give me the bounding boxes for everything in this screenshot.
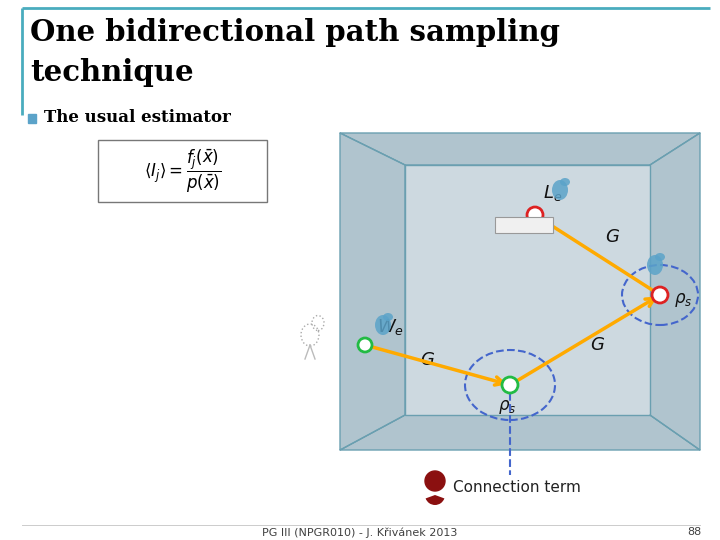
Text: One bidirectional path sampling: One bidirectional path sampling xyxy=(30,18,560,47)
Polygon shape xyxy=(405,165,650,415)
Ellipse shape xyxy=(560,178,570,186)
Ellipse shape xyxy=(375,315,391,335)
Circle shape xyxy=(358,338,372,352)
Polygon shape xyxy=(340,133,700,165)
Text: The usual estimator: The usual estimator xyxy=(44,110,231,126)
Circle shape xyxy=(527,207,543,223)
Text: $\langle I_j \rangle = \dfrac{f_j(\bar{x})}{p(\bar{x})}$: $\langle I_j \rangle = \dfrac{f_j(\bar{x… xyxy=(144,147,222,194)
Text: 88: 88 xyxy=(688,527,702,537)
Circle shape xyxy=(652,287,668,303)
Text: Connection term: Connection term xyxy=(453,480,581,495)
Text: $\rho_s$: $\rho_s$ xyxy=(674,291,693,309)
Ellipse shape xyxy=(655,253,665,261)
Ellipse shape xyxy=(383,313,393,321)
Circle shape xyxy=(502,377,518,393)
Text: $G$: $G$ xyxy=(590,336,605,354)
Text: $L_e$: $L_e$ xyxy=(543,183,562,203)
Ellipse shape xyxy=(647,255,663,275)
Wedge shape xyxy=(426,495,444,505)
Text: $W_e$: $W_e$ xyxy=(377,317,404,337)
FancyBboxPatch shape xyxy=(98,140,267,202)
Text: $G$: $G$ xyxy=(420,351,435,369)
Circle shape xyxy=(425,471,445,491)
Text: PG III (NPGR010) - J. Křivánek 2013: PG III (NPGR010) - J. Křivánek 2013 xyxy=(262,527,458,537)
Text: $G$: $G$ xyxy=(605,228,620,246)
Text: technique: technique xyxy=(30,58,194,87)
Ellipse shape xyxy=(552,180,568,200)
Polygon shape xyxy=(340,133,405,450)
Polygon shape xyxy=(650,133,700,450)
Polygon shape xyxy=(340,415,700,450)
Bar xyxy=(28,114,36,123)
FancyBboxPatch shape xyxy=(495,217,553,233)
Text: $\rho_s$: $\rho_s$ xyxy=(498,398,516,416)
